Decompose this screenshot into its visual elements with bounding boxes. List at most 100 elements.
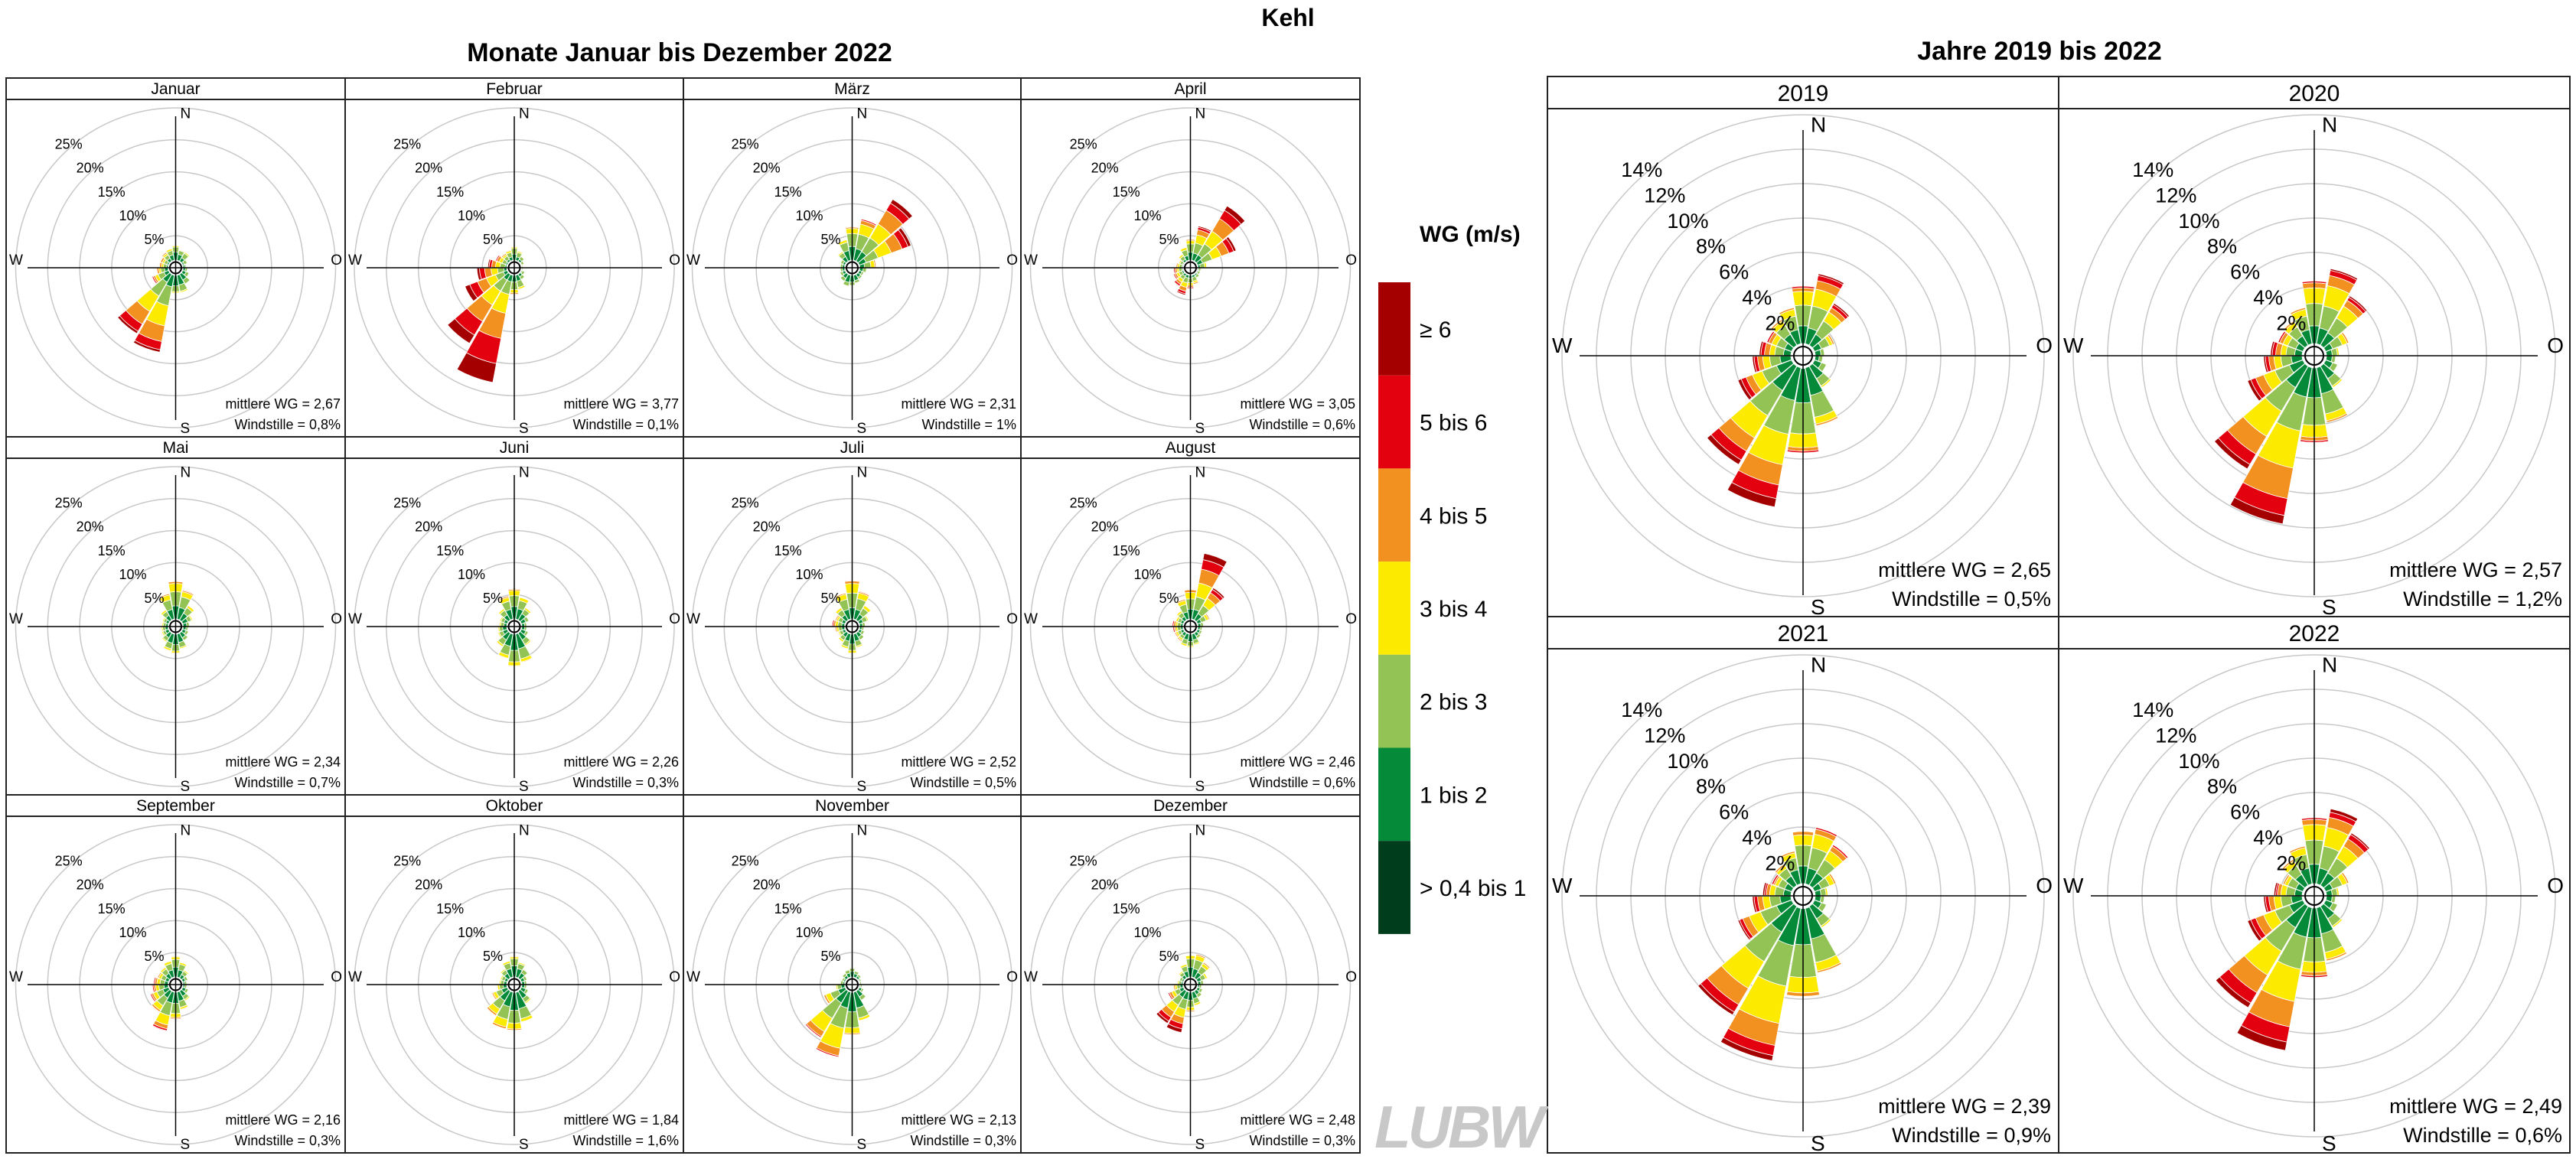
calm-share: Windstille = 0,3% — [234, 1133, 341, 1148]
wind-rose-panel: 2021 N S W O 2% 4%6% 8%10% 12% 14% mittlere WG = 2… — [1547, 616, 2059, 1154]
petal-segment — [861, 995, 867, 1001]
grid-ring — [691, 107, 1013, 428]
ring-label: 2% — [2276, 852, 2306, 875]
ring-label: 5% — [145, 949, 165, 964]
ring-label: 25% — [732, 496, 759, 511]
petal-segment — [520, 1017, 534, 1024]
petal-segment — [2282, 874, 2291, 885]
petal-segment — [184, 259, 188, 264]
direction-label: W — [9, 611, 23, 627]
petal-segment — [156, 971, 161, 978]
ring-label: 10% — [1134, 208, 1162, 223]
direction-label: W — [686, 252, 700, 269]
petal-segment — [117, 315, 139, 334]
petal-segment — [161, 637, 167, 643]
direction-label: W — [1024, 611, 1038, 627]
petal-segment — [854, 278, 861, 284]
panel-body: N S W O 5% 10% 15% 20% 25% — [348, 106, 680, 436]
direction-label: O — [2547, 334, 2564, 357]
calm-share: Windstille = 0,6% — [1249, 775, 1355, 790]
petal-segment — [1818, 902, 1827, 913]
petal-segment — [1224, 205, 1246, 225]
legend-swatch — [1378, 747, 1410, 842]
petal-segment — [2229, 496, 2285, 525]
direction-label: O — [1006, 252, 1018, 269]
ring-label: 8% — [2207, 775, 2237, 798]
legend-swatch — [1378, 654, 1410, 748]
direction-label: W — [9, 252, 23, 269]
panel-title: November — [815, 797, 889, 815]
direction-label: N — [181, 465, 191, 481]
petal-segment — [2330, 268, 2359, 281]
ring-label: 6% — [1719, 801, 1749, 824]
petal-segment — [498, 978, 501, 985]
direction-label: N — [519, 823, 530, 839]
petal-segment — [1179, 643, 1188, 648]
calm-share: Windstille = 1,6% — [572, 1133, 679, 1148]
direction-label: S — [1195, 779, 1205, 795]
ring-label: 14% — [1621, 698, 1662, 721]
ring-label: 20% — [415, 519, 442, 535]
direction-label: O — [2036, 334, 2053, 357]
petal-segment — [1820, 378, 1832, 389]
ring-label: 10% — [458, 925, 485, 940]
panel-title: Juni — [500, 439, 530, 457]
direction-label: W — [348, 252, 362, 269]
petal-segment — [494, 254, 500, 262]
grid-ring — [1029, 466, 1352, 787]
petal-segment — [486, 1008, 497, 1017]
ring-label: 15% — [774, 184, 802, 200]
direction-label: S — [2322, 595, 2336, 619]
mean-wind-speed: mittlere WG = 2,16 — [225, 1112, 341, 1128]
ring-label: 12% — [2155, 724, 2196, 747]
petal-segment — [152, 275, 158, 285]
petal-segment — [823, 995, 830, 1005]
petal-segment — [2329, 902, 2338, 913]
legend-label: 5 bis 6 — [1420, 411, 1487, 436]
wind-rose-panel: 2022 N S W O 2% 4%6% 8%10% 12% 14% mittlere WG = 2… — [2058, 616, 2571, 1154]
petal-segment — [497, 607, 504, 614]
petal-segment — [180, 1006, 189, 1011]
petal-segment — [1780, 851, 1795, 858]
ring-label: 25% — [55, 496, 83, 511]
ring-label: 20% — [77, 877, 104, 893]
grid-ring — [2072, 114, 2556, 597]
ring-label: 20% — [77, 519, 104, 535]
ring-label: 10% — [1667, 210, 1708, 233]
grid-ring — [691, 824, 1013, 1145]
grid-ring — [1561, 654, 2045, 1138]
petal-segment — [500, 975, 504, 981]
direction-label: N — [2322, 112, 2337, 136]
ring-label: 8% — [2207, 235, 2237, 258]
legend-swatch — [1378, 562, 1410, 655]
calm-share: Windstille = 0,7% — [234, 775, 341, 790]
direction-label: O — [1345, 611, 1357, 627]
ring-label: 5% — [483, 591, 503, 606]
petal-segment — [160, 608, 167, 615]
direction-label: S — [181, 421, 191, 437]
direction-label: O — [669, 252, 680, 269]
ring-label: 8% — [1696, 235, 1726, 258]
petal-segment — [898, 227, 912, 248]
petal-segment — [837, 251, 844, 257]
petal-segment — [840, 646, 849, 650]
petal-segment — [447, 318, 475, 344]
petal-segment — [1204, 972, 1209, 979]
ring-label: 25% — [393, 137, 421, 152]
ring-label: 25% — [55, 854, 83, 869]
yearly-section-title: Jahre 2019 bis 2022 — [1917, 37, 2161, 66]
direction-label: O — [1345, 252, 1357, 269]
petal-segment — [839, 277, 845, 282]
petal-segment — [504, 249, 512, 253]
petal-segment — [184, 279, 191, 285]
petal-segment — [858, 1016, 872, 1022]
direction-label: N — [857, 823, 868, 839]
petal-segment — [522, 260, 526, 265]
direction-label: W — [348, 611, 362, 627]
petal-segment — [524, 640, 532, 646]
ring-label: 8% — [1696, 775, 1726, 798]
petal-segment — [1195, 953, 1206, 959]
grid-ring — [2072, 654, 2556, 1138]
petal-segment — [1820, 918, 1832, 929]
